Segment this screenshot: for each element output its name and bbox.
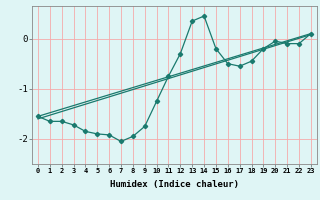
X-axis label: Humidex (Indice chaleur): Humidex (Indice chaleur) bbox=[110, 180, 239, 189]
